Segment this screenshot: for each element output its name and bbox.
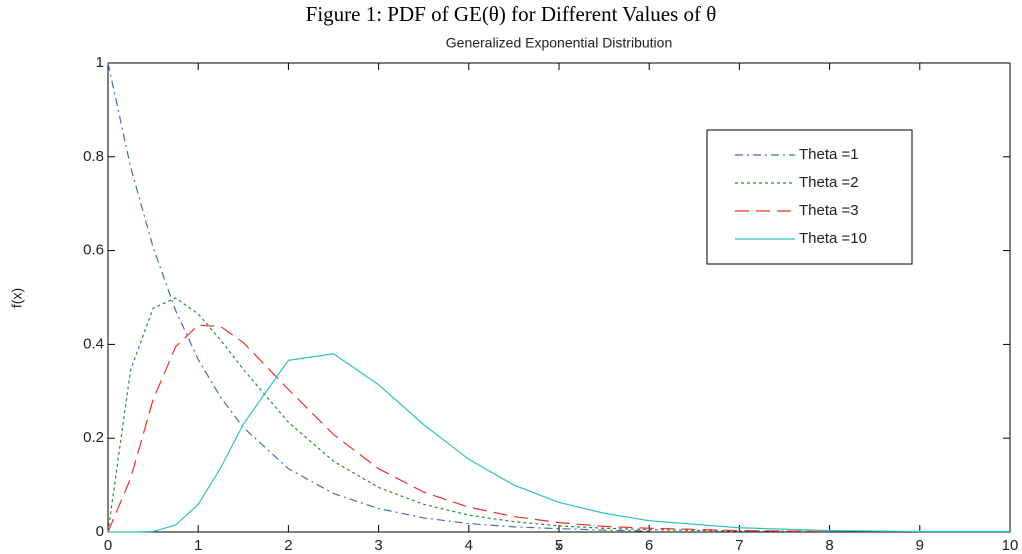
x-tick-label: 4 xyxy=(465,537,473,554)
chart-title: Generalized Exponential Distribution xyxy=(446,35,672,51)
legend-label: Theta =2 xyxy=(799,174,859,191)
y-tick-label: 0.4 xyxy=(83,335,104,352)
y-tick-label: 0 xyxy=(96,523,104,540)
legend-label: Theta =1 xyxy=(799,146,859,163)
x-tick-label: 9 xyxy=(916,537,924,554)
figure-title: Figure 1: PDF of GE(θ) for Different Val… xyxy=(306,2,717,26)
x-tick-label: 0 xyxy=(104,537,112,554)
series-line xyxy=(108,353,1010,533)
x-axis-label: x xyxy=(556,539,562,553)
x-tick-label: 2 xyxy=(284,537,292,554)
x-tick-label: 3 xyxy=(374,537,382,554)
legend-box xyxy=(706,129,913,265)
x-tick-label: 10 xyxy=(1002,537,1019,554)
series-line xyxy=(107,62,650,532)
x-tick-label: 1 xyxy=(194,537,202,554)
y-tick-label: 1 xyxy=(96,54,104,71)
legend-label: Theta =10 xyxy=(799,230,867,247)
y-tick-label: 0.6 xyxy=(83,242,104,259)
x-tick-label: 8 xyxy=(825,537,833,554)
y-tick-label: 0.2 xyxy=(83,429,104,446)
x-tick-label: 6 xyxy=(645,537,653,554)
y-tick-label: 0.8 xyxy=(83,148,104,165)
x-tick-label: 7 xyxy=(735,537,743,554)
x-tick-label: 5 xyxy=(555,537,563,554)
legend-label: Theta =3 xyxy=(799,202,859,219)
y-axis-label: f(x) xyxy=(9,288,25,308)
